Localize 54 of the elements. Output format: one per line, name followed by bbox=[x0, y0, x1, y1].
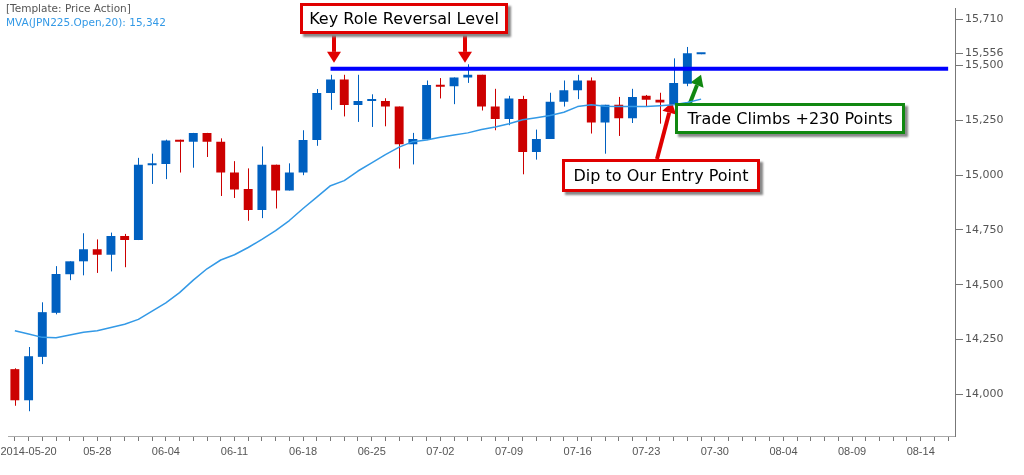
candlestick bbox=[147, 153, 157, 185]
candlestick bbox=[559, 79, 569, 108]
x-tick-label: 07-23 bbox=[632, 444, 661, 457]
x-tick-label: 05-28 bbox=[83, 444, 112, 457]
y-tick-label: 14,000 bbox=[965, 387, 1004, 401]
candlestick bbox=[669, 57, 679, 105]
candlestick bbox=[435, 77, 445, 99]
x-tick-label: 08-14 bbox=[906, 444, 935, 457]
candlestick bbox=[202, 132, 212, 158]
candlestick bbox=[326, 74, 335, 111]
x-tick-label: 06-11 bbox=[220, 444, 249, 457]
x-tick-label: 07-30 bbox=[700, 444, 729, 457]
candlestick bbox=[120, 233, 130, 268]
annotation: Trade Climbs +230 Points bbox=[675, 103, 905, 134]
candlestick bbox=[504, 95, 514, 126]
candlestick bbox=[230, 160, 239, 199]
candlestick bbox=[175, 139, 185, 174]
y-tick-label: 15,000 bbox=[965, 168, 1004, 182]
y-tick-label: 15,500 bbox=[965, 58, 1004, 72]
candlestick bbox=[449, 76, 459, 105]
x-tick-label: 08-09 bbox=[837, 444, 867, 457]
y-tick-label: 15,556 bbox=[965, 46, 1004, 60]
y-tick-label: 15,250 bbox=[965, 113, 1004, 127]
candlestick bbox=[531, 129, 541, 161]
candlestick bbox=[65, 260, 75, 281]
chart-title: [Template: Price Action] bbox=[6, 2, 131, 14]
annotation: Dip to Our Entry Point bbox=[562, 159, 760, 192]
candlestick bbox=[490, 88, 500, 131]
y-tick-label: 14,250 bbox=[965, 332, 1004, 346]
candlestick bbox=[92, 238, 102, 274]
y-tick-label: 15,710 bbox=[965, 12, 1004, 26]
x-tick-label: 07-16 bbox=[563, 444, 592, 457]
x-tick-label: 06-25 bbox=[357, 444, 386, 457]
candlestick bbox=[79, 232, 88, 276]
candlestick bbox=[161, 139, 171, 180]
candlestick bbox=[573, 74, 583, 100]
annotation: Key Role Reversal Level bbox=[300, 3, 508, 34]
y-tick-label: 14,750 bbox=[965, 222, 1004, 236]
candlestick bbox=[628, 88, 637, 124]
x-tick-label: 2014-05-20 bbox=[0, 444, 57, 457]
candlestick bbox=[106, 232, 116, 272]
candlestick bbox=[284, 162, 294, 192]
x-tick-label: 06-18 bbox=[289, 444, 318, 457]
x-tick-label: 06-04 bbox=[151, 444, 180, 457]
text: MVA(JPN225.Open,20): 15,342 bbox=[6, 16, 166, 28]
x-tick-label: 07-09 bbox=[494, 444, 524, 457]
candlestick bbox=[243, 167, 253, 222]
candlestick bbox=[614, 96, 624, 137]
candlestick bbox=[380, 97, 390, 127]
candlestick bbox=[188, 132, 198, 169]
x-tick-label: 07-02 bbox=[426, 444, 455, 457]
y-tick-label: 14,500 bbox=[965, 277, 1004, 291]
x-tick-label: 08-04 bbox=[769, 444, 798, 457]
candlestick bbox=[367, 93, 377, 128]
